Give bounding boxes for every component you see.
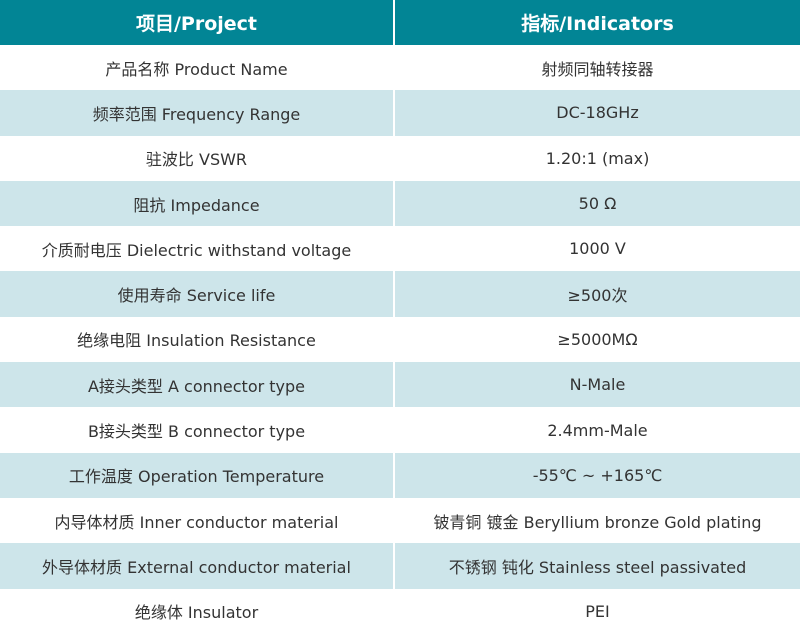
table-row: 绝缘体 Insulator PEI [0,588,800,634]
cell-project: 阻抗 Impedance [0,180,394,227]
cell-indicator: DC-18GHz [393,90,800,136]
table-row: 产品名称 Product Name 射频同轴转接器 [0,45,800,91]
cell-project: 使用寿命 Service life [0,271,394,317]
table-row: 介质耐电压 Dielectric withstand voltage 1000 V [0,226,800,272]
table-row: 驻波比 VSWR 1.20:1 (max) [0,135,800,181]
header-project: 项目/Project [0,0,394,45]
cell-indicator: ≥5000MΩ [393,316,800,363]
cell-project: B接头类型 B connector type [87,422,306,442]
cell-project: 工作温度 Operation Temperature [0,452,394,498]
cell-indicator: -55℃ ~ +165℃ [393,452,800,498]
cell-project: 产品名称 Product Name [105,59,288,79]
cell-project: 内导体材质 Inner conductor material [54,512,339,532]
cell-indicator: N-Male [393,362,800,408]
cell-indicator: 1000 V [393,226,800,272]
cell-project: A接头类型 A connector type [0,362,394,408]
table-row: A接头类型 A connector type N-Male [0,362,800,408]
table-row: 绝缘电阻 Insulation Resistance ≥5000MΩ [0,316,800,363]
cell-indicator: PEI [393,588,800,634]
table-row: 工作温度 Operation Temperature -55℃ ~ +165℃ [0,452,800,498]
table-row: 外导体材质 External conductor material 不锈钢 钝化 … [0,543,800,589]
cell-indicator: 铍青铜 镀金 Beryllium bronze Gold plating [393,497,800,544]
cell-indicator: ≥500次 [393,271,800,317]
cell-indicator: 50 Ω [393,180,800,227]
cell-project: 驻波比 VSWR [145,150,248,170]
cell-project: 介质耐电压 Dielectric withstand voltage [41,240,352,260]
cell-indicator: 不锈钢 钝化 Stainless steel passivated [393,543,800,589]
table-row: 使用寿命 Service life ≥500次 [0,271,800,317]
header-indicators: 指标/Indicators [393,0,800,45]
header-row: 项目/Project 指标/Indicators [0,0,800,45]
cell-project: 绝缘电阻 Insulation Resistance [77,331,316,351]
cell-indicator: 1.20:1 (max) [393,135,800,181]
cell-project: 外导体材质 External conductor material [0,543,394,589]
cell-project: 频率范围 Frequency Range [0,90,394,136]
cell-project: 绝缘体 Insulator [134,603,259,623]
cell-indicator: 射频同轴转接器 [393,45,800,91]
cell-indicator: 2.4mm-Male [393,407,800,453]
table-row: 频率范围 Frequency Range DC-18GHz [0,90,800,136]
table-row: 内导体材质 Inner conductor material 铍青铜 镀金 Ber… [0,497,800,544]
table-row: B接头类型 B connector type 2.4mm-Male [0,407,800,453]
table-row: 阻抗 Impedance 50 Ω [0,180,800,227]
